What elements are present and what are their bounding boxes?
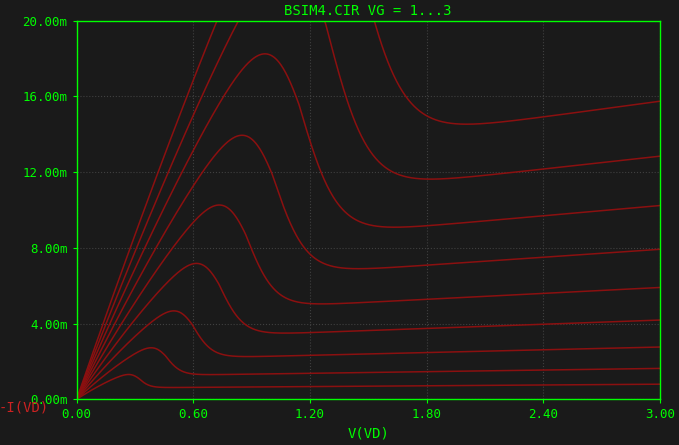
Title: BSIM4.CIR VG = 1...3: BSIM4.CIR VG = 1...3: [285, 4, 452, 18]
X-axis label: V(VD): V(VD): [347, 427, 389, 441]
Y-axis label: -I(VD): -I(VD): [0, 400, 50, 414]
